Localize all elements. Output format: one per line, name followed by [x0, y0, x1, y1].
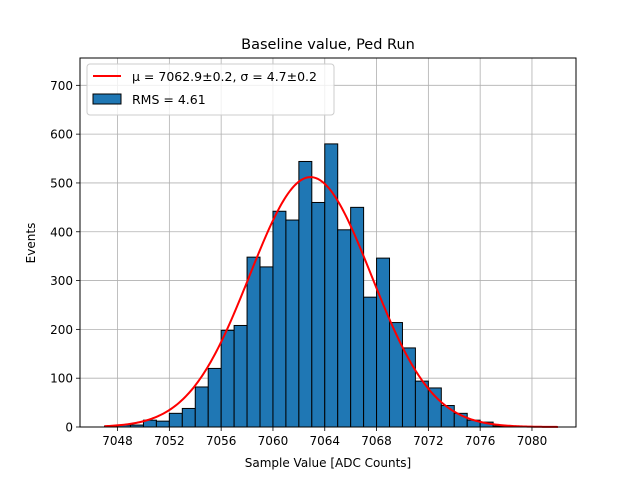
- x-tick-label: 7060: [258, 434, 289, 448]
- x-axis-ticks: 7048 7052 7056 7060 7064 7068 7072 7076 7080: [102, 427, 547, 448]
- histogram-bar: [414, 380, 429, 428]
- x-tick-label: 7056: [206, 434, 237, 448]
- legend-fit-label: μ = 7062.9±0.2, σ = 4.7±0.2: [132, 69, 317, 84]
- y-tick-label: 400: [50, 225, 73, 239]
- histogram-bar: [298, 160, 313, 428]
- y-tick-label: 500: [50, 176, 73, 190]
- legend-histogram-swatch: [92, 93, 122, 105]
- y-tick-label: 300: [50, 274, 73, 288]
- histogram-bars: [104, 143, 520, 428]
- histogram-bar: [207, 367, 222, 428]
- chart-title: Baseline value, Ped Run: [241, 37, 415, 53]
- histogram-bar: [220, 329, 235, 428]
- histogram-bar: [155, 420, 170, 428]
- y-tick-label: 0: [65, 421, 73, 435]
- x-tick-label: 7080: [517, 434, 548, 448]
- histogram-bar: [337, 229, 352, 428]
- histogram-bar: [259, 266, 274, 428]
- x-tick-label: 7068: [361, 434, 392, 448]
- x-tick-label: 7052: [154, 434, 185, 448]
- x-tick-label: 7072: [413, 434, 444, 448]
- x-tick-label: 7064: [309, 434, 340, 448]
- histogram-bar: [311, 201, 326, 428]
- legend-box: [86, 63, 335, 116]
- histogram-bar: [168, 412, 183, 428]
- y-axis-label: Events: [24, 223, 38, 264]
- x-tick-label: 7076: [465, 434, 496, 448]
- histogram-bar: [272, 210, 287, 428]
- y-tick-label: 200: [50, 323, 73, 337]
- plot-frame: [79, 57, 577, 428]
- histogram-bar: [389, 322, 403, 428]
- histogram-bar: [194, 386, 209, 428]
- histogram-bar: [233, 324, 248, 428]
- y-tick-label: 700: [50, 79, 73, 93]
- y-tick-label: 600: [50, 128, 73, 142]
- gaussian-fit-curve: [104, 176, 558, 428]
- histogram-bar: [427, 387, 442, 428]
- histogram-bar: [246, 256, 261, 428]
- x-tick-label: 7048: [102, 434, 133, 448]
- y-axis-ticks: 0 100 200 300 400 500 600 700: [50, 79, 80, 435]
- histogram-bar: [363, 296, 378, 428]
- histogram-bar: [376, 257, 391, 428]
- histogram-bar: [285, 219, 300, 428]
- x-axis-label: Sample Value [ADC Counts]: [245, 456, 411, 470]
- legend: μ = 7062.9±0.2, σ = 4.7±0.2 RMS = 4.61: [86, 63, 335, 116]
- legend-histogram-label: RMS = 4.61: [132, 92, 206, 107]
- y-tick-label: 100: [50, 372, 73, 386]
- histogram-bar: [181, 407, 196, 428]
- histogram-bar: [440, 405, 455, 428]
